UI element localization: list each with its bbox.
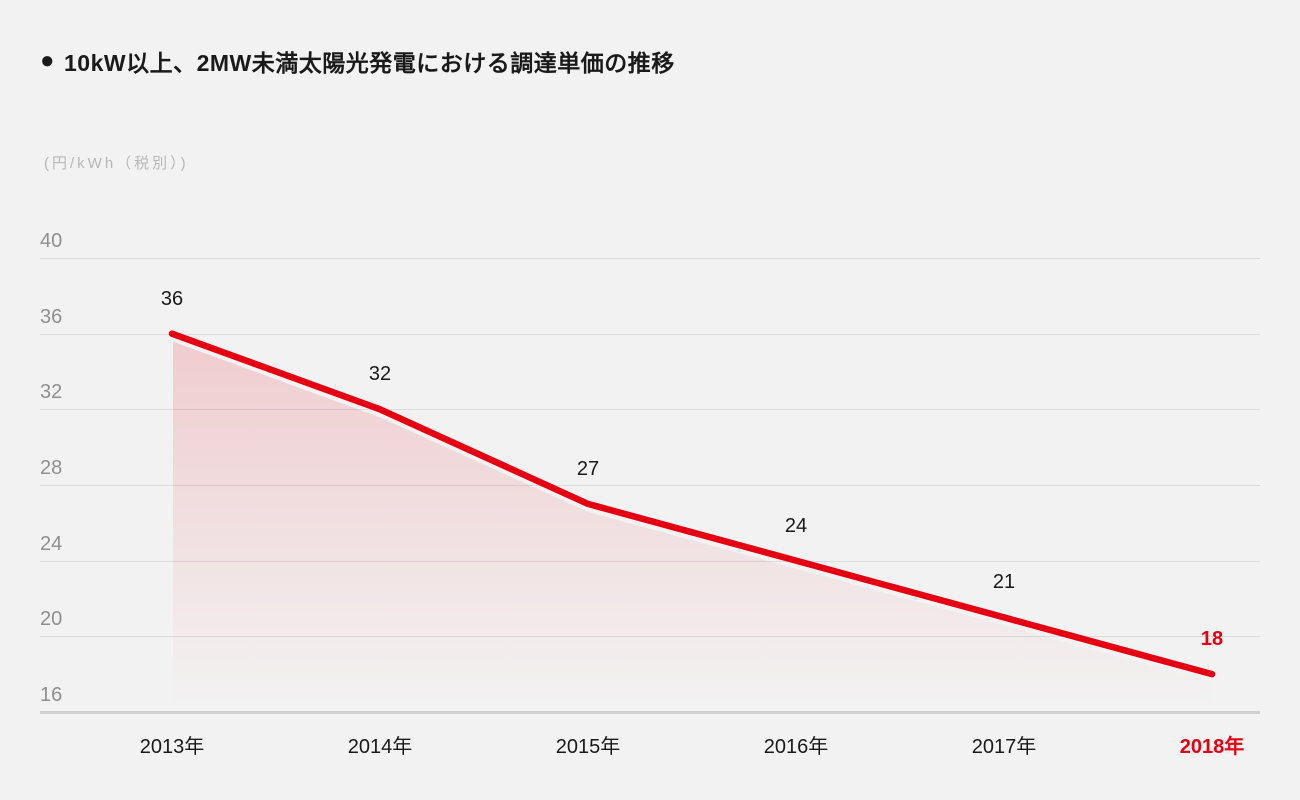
page-title-text: 10kW以上、2MW未満太陽光発電における調達単価の推移 (64, 50, 675, 76)
area-fill (173, 341, 1212, 710)
y-tick-label-32: 32 (40, 381, 63, 404)
x-axis-label-2018年: 2018年 (1179, 736, 1245, 758)
x-axis-label-2017年: 2017年 (971, 736, 1037, 758)
title-bullet-icon: ● (40, 47, 55, 74)
value-label-2018年: 18 (1200, 628, 1224, 651)
y-tick-label-40: 40 (40, 230, 63, 252)
gridline-y-28 (40, 485, 1260, 486)
y-tick-label-24: 24 (40, 532, 63, 555)
x-axis-label-2015年: 2015年 (555, 736, 621, 758)
gridline-y-32 (40, 409, 1260, 411)
x-axis-label-2016年: 2016年 (763, 736, 829, 758)
y-axis-unit-label: (円/kWh（税別）) (44, 155, 189, 172)
gridline-y-16 (40, 711, 1260, 714)
price-line (168, 330, 1216, 678)
value-label-2013年: 36 (160, 287, 184, 310)
gridline-y-40 (40, 258, 1260, 259)
y-tick-label-20: 20 (40, 608, 63, 631)
page-title: ● 10kW以上、2MW未満太陽光発電における調達単価の推移 (40, 44, 675, 78)
x-axis-label-2014年: 2014年 (347, 736, 413, 758)
value-label-2014年: 32 (368, 363, 392, 386)
y-tick-label-28: 28 (40, 457, 63, 479)
x-axis-label-2013年: 2013年 (139, 736, 205, 758)
y-tick-label-16: 16 (40, 684, 63, 706)
value-label-2016年: 24 (784, 514, 808, 537)
y-tick-label-36: 36 (40, 305, 63, 328)
value-label-2015年: 27 (576, 457, 600, 480)
value-label-2017年: 21 (992, 571, 1016, 594)
gridline-y-36 (40, 333, 1260, 335)
